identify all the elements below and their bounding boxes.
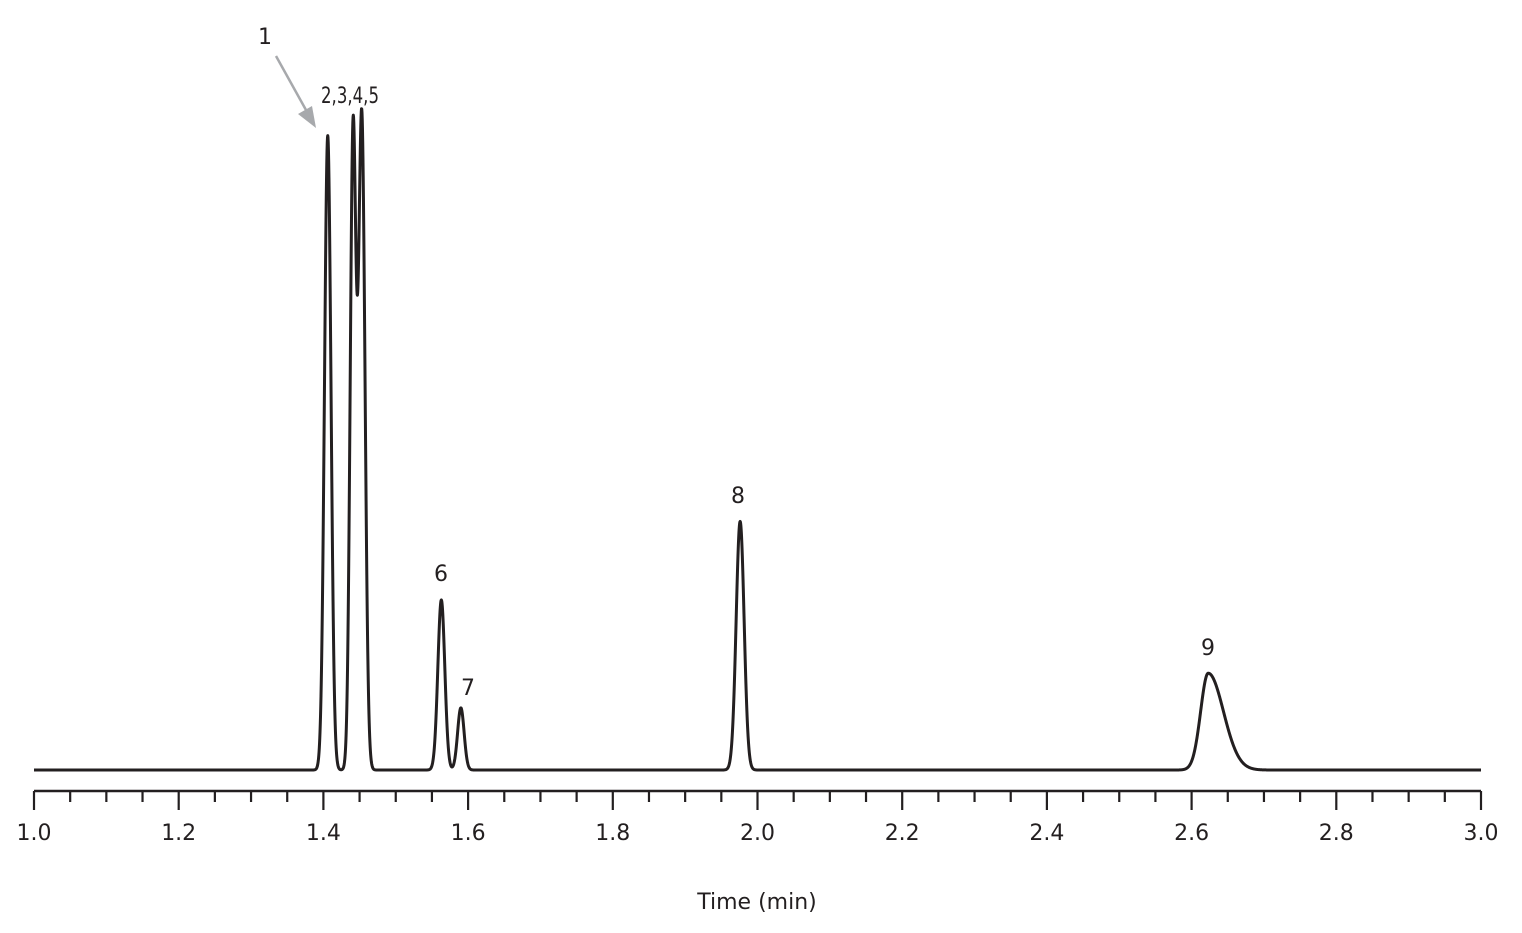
x-axis: 1.0 1.2 1.4 1.6 1.8 2.0 2.2 2.4 2.6 2.8 3.0 bbox=[17, 789, 1499, 846]
chromatogram-trace bbox=[32, 107, 1483, 772]
x-tick-label: 2.6 bbox=[1174, 821, 1209, 846]
peak-1-arrow-head bbox=[298, 106, 316, 128]
x-tick-label: 1.8 bbox=[595, 821, 630, 846]
x-tick-label: 1.0 bbox=[17, 821, 52, 846]
peak-1-arrow-shaft bbox=[274, 55, 308, 111]
x-tick-label: 1.6 bbox=[451, 821, 486, 846]
peak-label-8: 8 bbox=[731, 484, 745, 509]
peak-label-1: 1 bbox=[258, 25, 272, 50]
x-tick-label: 1.2 bbox=[161, 821, 196, 846]
peak-annotations: 1 2,3,4,5 6 7 8 9 bbox=[258, 25, 1215, 701]
x-tick-label: 2.8 bbox=[1319, 821, 1354, 846]
x-tick-label: 3.0 bbox=[1464, 821, 1499, 846]
x-tick-label: 2.2 bbox=[885, 821, 920, 846]
peak-label-2-3-4-5: 2,3,4,5 bbox=[321, 84, 379, 109]
x-tick-label: 2.4 bbox=[1029, 821, 1064, 846]
x-tick-label: 1.4 bbox=[306, 821, 341, 846]
x-tick-label: 2.0 bbox=[740, 821, 775, 846]
peak-label-6: 6 bbox=[434, 562, 448, 587]
peak-label-9: 9 bbox=[1201, 636, 1215, 661]
x-axis-title: Time (min) bbox=[696, 890, 817, 915]
peak-label-7: 7 bbox=[461, 676, 475, 701]
